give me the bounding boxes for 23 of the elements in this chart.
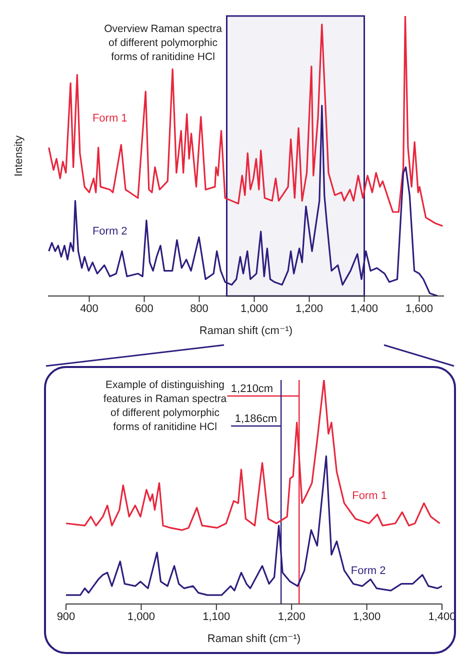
x-tick-label: 1,000 xyxy=(240,302,268,315)
x-tick-label: 1,200 xyxy=(278,610,306,623)
x-tick-label: 1,600 xyxy=(405,302,434,315)
x-tick-label: 400 xyxy=(80,302,98,315)
x-tick-label: 1,300 xyxy=(353,610,381,623)
annotation: Overview Raman spectra of different polymorphic forms of ranitidine HCl xyxy=(103,22,223,64)
annotation: Example of distinguishing features in Raman spectra of different polymorphic forms of ranitidine HCl xyxy=(103,379,227,433)
series-label: Form 1 xyxy=(352,490,387,502)
y-axis-title: Intensity xyxy=(12,135,25,176)
x-tick-label: 1,000 xyxy=(127,610,155,623)
series-label: Form 2 xyxy=(350,565,386,578)
series-label: Form 2 xyxy=(92,225,128,238)
ref-line-label: 1,210cm xyxy=(230,383,274,395)
series-label: Form 1 xyxy=(92,112,128,125)
ref-line-label: 1,186cm xyxy=(234,413,278,425)
x-tick-label: 900 xyxy=(56,610,76,623)
x-tick-label: 1,400 xyxy=(350,302,378,315)
x-tick-label: 1,200 xyxy=(295,302,324,315)
x-axis-title: Raman shift (cm⁻¹) xyxy=(199,325,293,337)
x-tick-label: 1,100 xyxy=(202,610,230,623)
x-tick-label: 600 xyxy=(135,302,154,315)
x-axis-title: Raman shift (cm⁻¹) xyxy=(207,633,301,645)
x-tick-label: 800 xyxy=(190,302,208,315)
